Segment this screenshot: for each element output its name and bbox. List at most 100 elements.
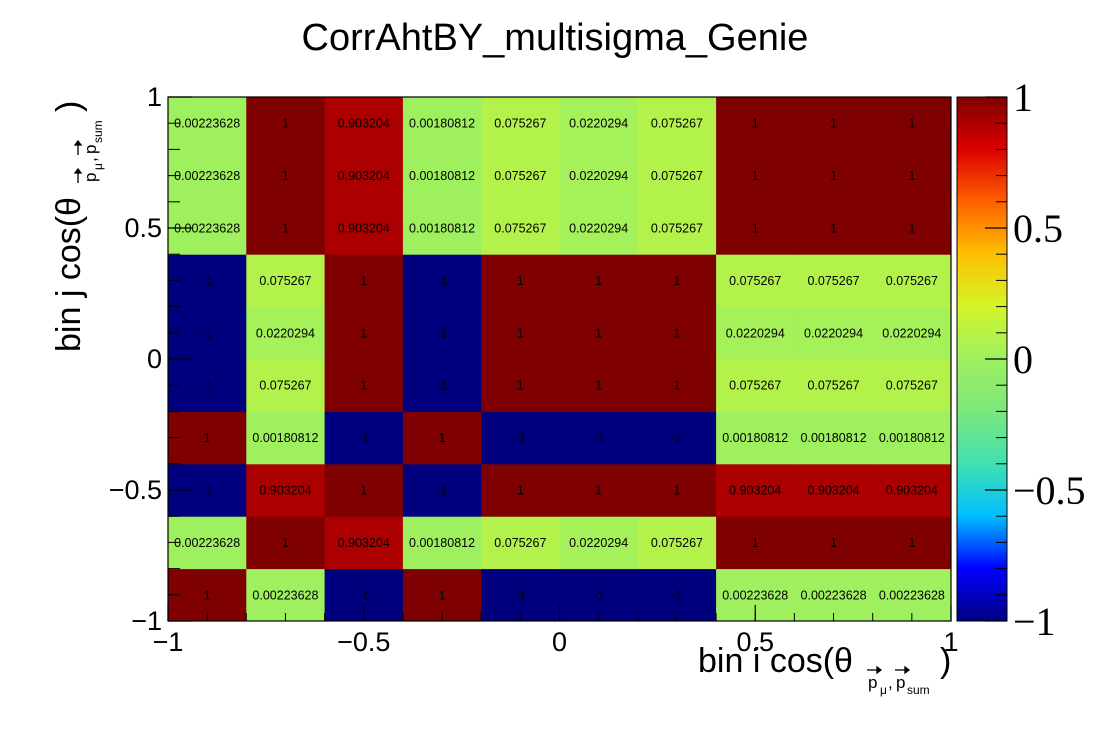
cell-value-label: 0.075267	[807, 274, 859, 288]
ylabel-main: bin j cos(θ	[50, 197, 88, 352]
cell-value-label: 0.903204	[338, 536, 390, 550]
heatmap-cell	[481, 516, 560, 570]
y-axis-label: bin j cos(θ p μ , p sum )	[50, 101, 105, 352]
cell-value-label: 0.00223628	[174, 222, 240, 236]
x-tick-label: 0	[552, 627, 567, 657]
heatmap-cell	[716, 359, 795, 412]
cell-value-label: -1	[436, 379, 447, 393]
x-axis: −1 −0.5 0 0.5 1	[153, 605, 959, 657]
heatmap-cell	[559, 254, 639, 308]
heatmap-cell	[168, 306, 247, 360]
cell-value-label: 0.00223628	[801, 588, 867, 602]
heatmap-cell	[168, 411, 247, 465]
heatmap-cell	[637, 463, 717, 517]
cell-value-label: 0.0220294	[569, 222, 628, 236]
heatmap-cell	[559, 306, 639, 360]
cell-value-label: 0.903204	[338, 117, 390, 131]
cell-value-label: 0.0220294	[804, 326, 863, 340]
cell-value-label: 0.00180812	[409, 169, 475, 183]
y-tick-label: 0.5	[124, 213, 162, 243]
cell-value-label: 0.075267	[259, 274, 311, 288]
cell-value-label: 0.903204	[807, 484, 859, 498]
cell-value-label: 0.00180812	[879, 431, 945, 445]
cell-value-label: 1	[830, 169, 837, 183]
heatmap-cell	[168, 568, 247, 622]
cell-value-label: 1	[752, 222, 759, 236]
heatmap-cell	[324, 306, 404, 360]
cell-value-label: -1	[515, 588, 526, 602]
heatmap-cell	[402, 411, 482, 465]
ylabel-vector-arrows	[73, 139, 83, 183]
colorbar-tick-label: 1	[1013, 75, 1033, 120]
heatmap-cell	[324, 411, 404, 465]
cell-value-label: -1	[202, 274, 213, 288]
cell-value-label: 1	[595, 274, 602, 288]
heatmap-cell	[324, 516, 404, 570]
heatmap-cell	[481, 568, 560, 622]
svg-text:): )	[940, 642, 951, 680]
heatmap-cell	[716, 149, 795, 203]
cell-value-label: 1	[908, 169, 915, 183]
heatmap-cell	[794, 306, 874, 360]
cell-value-label: 0.00180812	[409, 117, 475, 131]
heatmap-cell	[402, 359, 482, 412]
heatmap-cell	[794, 463, 874, 517]
heatmap-cell	[324, 149, 404, 203]
cell-value-label: 0.075267	[494, 117, 546, 131]
x-axis-label: bin i cos(θ p μ , p sum )	[698, 642, 951, 697]
cell-value-label: 0.903204	[338, 222, 390, 236]
colorbar-tick-label: −1	[1013, 599, 1056, 644]
heatmap-cell	[168, 254, 247, 308]
heatmap-cell	[794, 254, 874, 308]
xlabel-vector-arrows	[867, 665, 911, 675]
y-tick-label: 0	[147, 344, 162, 374]
heatmap-cell	[637, 568, 717, 622]
heatmap-cell	[402, 463, 482, 517]
heatmap-cell	[637, 411, 717, 465]
cell-value-labels: 1 0.00223628 -1 1 -1 -1 -1 0.00223628 0.00223628…	[174, 117, 945, 603]
cell-value-label: 1	[673, 274, 680, 288]
cell-value-label: 0.075267	[651, 222, 703, 236]
cell-value-label: 1	[360, 274, 367, 288]
xlabel-sub-sep: ,	[888, 673, 893, 692]
heatmap-cell	[324, 201, 404, 255]
heatmap-cell	[402, 516, 482, 570]
cell-value-label: -1	[358, 588, 369, 602]
svg-text:,: ,	[81, 157, 100, 162]
svg-text:bin j cos(θ: bin j cos(θ	[50, 197, 88, 352]
heatmap-cell	[168, 359, 247, 412]
cell-value-label: -1	[593, 588, 604, 602]
cell-value-label: -1	[436, 326, 447, 340]
cell-value-label: 0.0220294	[882, 326, 941, 340]
cell-value-label: 1	[439, 588, 446, 602]
cell-value-label: 0.00180812	[252, 431, 318, 445]
xlabel-main: bin i cos(θ	[698, 642, 853, 680]
cell-value-label: 0.00180812	[409, 222, 475, 236]
xlabel-sub-b: p	[896, 673, 905, 692]
cell-value-label: 1	[282, 222, 289, 236]
x-tick-label: 0.5	[736, 627, 774, 657]
cell-value-label: 1	[830, 222, 837, 236]
cell-value-label: 1	[830, 117, 837, 131]
cell-value-label: -1	[358, 431, 369, 445]
heatmap-cell	[246, 149, 326, 203]
cell-value-label: 0.903204	[338, 169, 390, 183]
colorbar-tick-label: −0.5	[1013, 468, 1086, 513]
cell-value-label: 0.00180812	[722, 431, 788, 445]
heatmap-cell	[716, 306, 795, 360]
heatmap-cell	[324, 463, 404, 517]
cell-value-label: 0.00223628	[879, 588, 945, 602]
y-tick-label: 1	[147, 82, 162, 112]
heatmap-cell	[872, 516, 952, 570]
cell-value-label: 1	[752, 169, 759, 183]
xlabel-close: )	[940, 642, 951, 680]
heatmap-cell	[481, 306, 560, 360]
heatmap-cell	[637, 254, 717, 308]
heatmap-cell	[794, 516, 874, 570]
heatmap-cell	[872, 97, 952, 150]
cell-value-label: 0.0220294	[256, 326, 315, 340]
heatmap-cell	[716, 97, 795, 150]
heatmap-cell	[716, 254, 795, 308]
cell-value-label: -1	[593, 431, 604, 445]
